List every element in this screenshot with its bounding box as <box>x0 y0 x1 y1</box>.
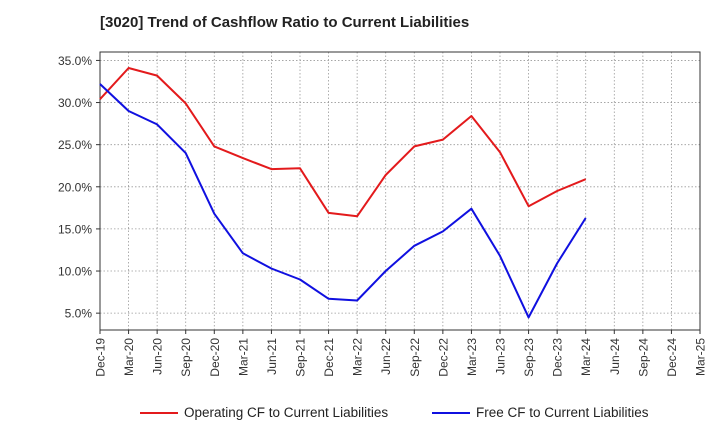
x-tick-label: Dec-24 <box>665 338 679 377</box>
plot-area <box>100 52 700 330</box>
x-tick-label: Dec-19 <box>94 338 108 377</box>
x-tick-label: Mar-23 <box>465 338 479 376</box>
y-tick-label: 5.0% <box>65 307 93 321</box>
x-tick-label: Dec-23 <box>551 338 565 377</box>
legend-swatch-free-cf <box>432 411 470 414</box>
series-line-0 <box>99 67 587 218</box>
x-tick-label: Jun-23 <box>494 338 508 375</box>
plot-frame <box>99 51 701 331</box>
x-tick-label: Sep-24 <box>636 338 650 377</box>
x-tick-label: Mar-24 <box>579 338 593 376</box>
y-tick-label: 20.0% <box>58 180 92 194</box>
x-tick-label: Dec-20 <box>208 338 222 377</box>
legend-label-operating-cf: Operating CF to Current Liabilities <box>184 405 389 420</box>
x-tick-label: Mar-21 <box>236 338 250 376</box>
legend-swatch-operating-cf <box>140 411 178 414</box>
y-tick-label: 25.0% <box>58 138 92 152</box>
x-tick-label: Jun-24 <box>608 338 622 375</box>
x-tick-label: Jun-21 <box>265 338 279 375</box>
legend-item-free-cf: Free CF to Current Liabilities <box>432 405 649 420</box>
x-tick-label: Sep-22 <box>408 338 422 377</box>
y-tick-label: 35.0% <box>58 54 92 68</box>
x-tick-label: Sep-23 <box>522 338 536 377</box>
series-line-1 <box>99 83 587 319</box>
y-tick-label: 10.0% <box>58 265 92 279</box>
x-tick-label: Mar-25 <box>694 338 708 376</box>
legend: Operating CF to Current Liabilities Free… <box>0 405 720 425</box>
chart-title: [3020] Trend of Cashflow Ratio to Curren… <box>100 14 470 31</box>
x-tick-label: Mar-22 <box>351 338 365 376</box>
x-tick-label: Dec-22 <box>436 338 450 377</box>
x-tick-label: Dec-21 <box>322 338 336 377</box>
x-tick-label: Sep-20 <box>179 338 193 377</box>
y-tick-label: 30.0% <box>58 96 92 110</box>
y-tick-label: 15.0% <box>58 222 92 236</box>
x-tick-label: Jun-20 <box>151 338 165 375</box>
legend-label-free-cf: Free CF to Current Liabilities <box>476 405 649 420</box>
x-tick-label: Sep-21 <box>294 338 308 377</box>
legend-item-operating-cf: Operating CF to Current Liabilities <box>140 405 388 420</box>
x-tick-label: Jun-22 <box>379 338 393 375</box>
x-tick-label: Mar-20 <box>122 338 136 376</box>
